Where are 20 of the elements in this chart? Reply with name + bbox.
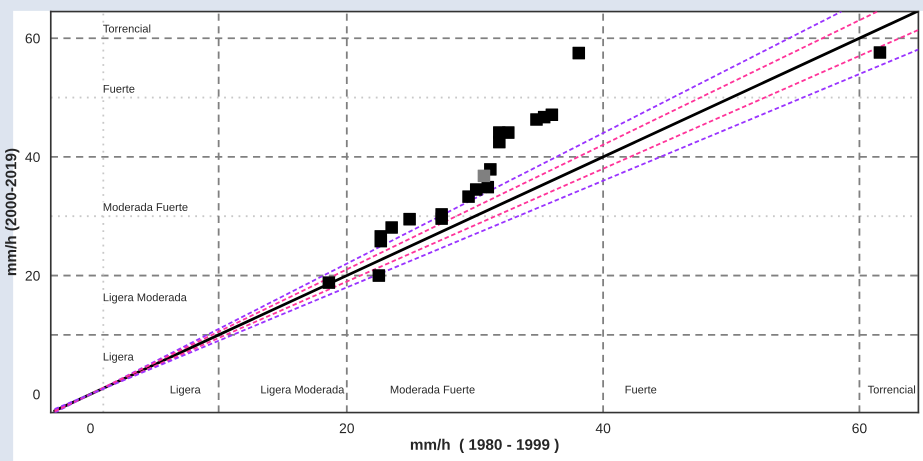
x-axis-title: mm/h ( 1980 - 1999 ) [410, 438, 559, 453]
x-tick-label: 0 [87, 423, 94, 434]
annotation: Ligera Moderada [261, 385, 344, 396]
annotation: Moderada Fuerte [390, 385, 475, 394]
x-tick-label: 20 [340, 423, 354, 434]
y-tick-label: 0 [33, 390, 40, 400]
annotation: Torrencial [103, 24, 150, 33]
annotation: Ligera [104, 352, 134, 363]
y-tick-label: 60 [26, 34, 40, 44]
x-tick-label: 40 [596, 423, 610, 434]
y-axis-title: mm/h (2000-2019) [5, 148, 20, 276]
y-tick-label: 40 [25, 152, 40, 162]
annotation: Torrencial [868, 385, 916, 394]
annotation: Moderada Fuerte [104, 202, 188, 212]
y-tick-label: 20 [26, 270, 40, 281]
annotation: Ligera Moderada [104, 293, 187, 304]
annotation: Ligera [170, 385, 201, 396]
annotation: Fuerte [626, 386, 656, 394]
x-tick-label: 60 [852, 423, 867, 434]
annotation: Fuerte [104, 84, 134, 93]
